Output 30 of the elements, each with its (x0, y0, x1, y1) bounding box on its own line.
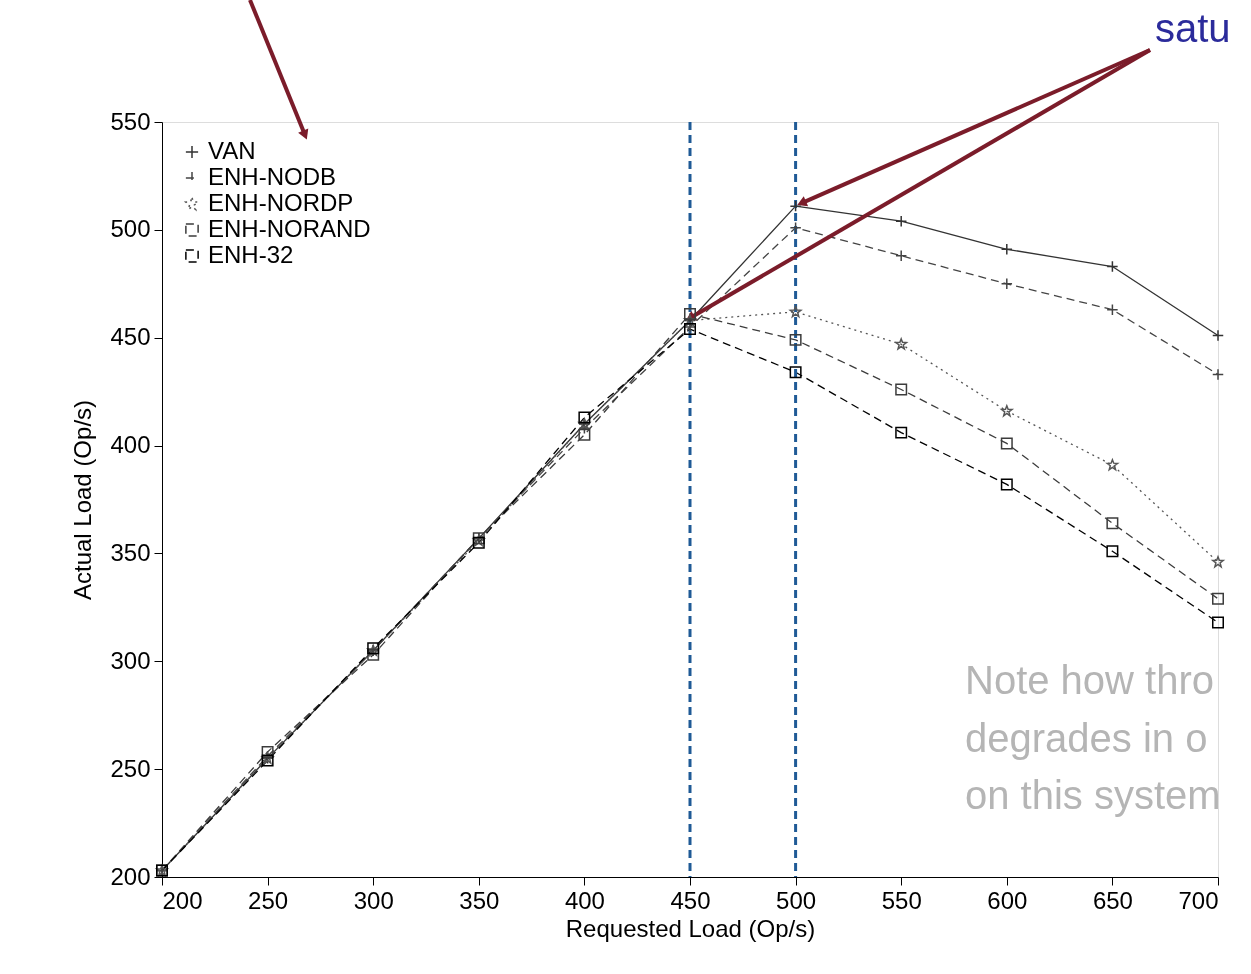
x-tick-label: 550 (881, 886, 922, 914)
x-tick-label: 450 (670, 886, 711, 914)
y-tick-label: 400 (110, 431, 151, 459)
x-tick-label: 300 (353, 886, 394, 914)
y-tick-label: 350 (110, 538, 151, 566)
y-axis-title: Actual Load (Op/s) (69, 399, 97, 601)
legend-label: ENH-NODB (208, 163, 337, 190)
y-tick-label: 200 (110, 862, 151, 890)
x-tick-label: 250 (248, 886, 289, 914)
y-tick-label: 250 (110, 754, 151, 782)
legend-label: VAN (208, 137, 256, 164)
y-tick-label: 550 (110, 107, 151, 135)
x-tick-label: 200 (162, 886, 203, 914)
annotation: degrades in o (965, 716, 1208, 760)
legend-label: ENH-NORAND (208, 215, 371, 242)
y-tick-label: 300 (110, 646, 151, 674)
x-tick-label: 350 (459, 886, 500, 914)
x-tick-label: 400 (564, 886, 605, 914)
x-tick-label: 650 (1092, 886, 1133, 914)
annotation: satu (1155, 6, 1231, 50)
y-tick-label: 450 (110, 323, 151, 351)
legend-label: ENH-NORDP (208, 189, 354, 216)
annotation: Note how thro (965, 658, 1215, 702)
legend-label: ENH-32 (208, 241, 294, 268)
x-tick-label: 500 (776, 886, 817, 914)
y-tick-label: 500 (110, 215, 151, 243)
x-axis-title: Requested Load (Op/s) (565, 914, 816, 942)
x-tick-label: 700 (1178, 886, 1219, 914)
x-tick-label: 600 (987, 886, 1028, 914)
annotation: on this system (965, 773, 1221, 817)
